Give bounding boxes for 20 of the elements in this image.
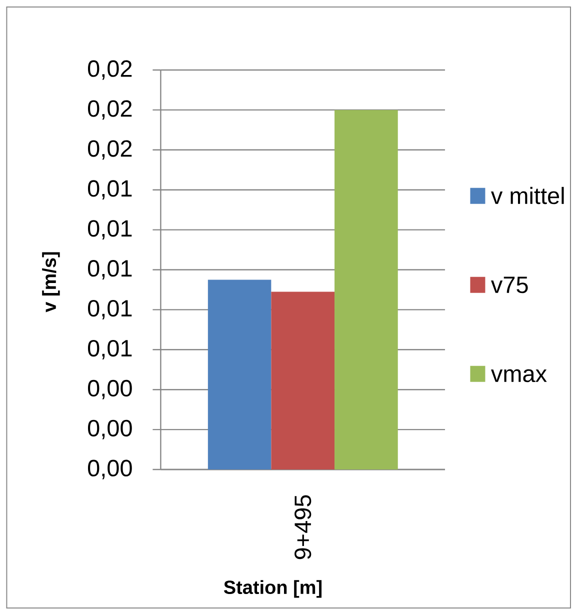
y-tick-label: 0,01 bbox=[88, 180, 132, 200]
y-tick-label: 0,00 bbox=[88, 420, 132, 440]
x-tick-label: 9+495 bbox=[294, 495, 312, 560]
legend-label: v75 bbox=[490, 276, 528, 294]
legend-label: vmax bbox=[490, 369, 547, 382]
y-tick-label: 0,01 bbox=[88, 300, 132, 320]
bar bbox=[208, 280, 272, 470]
legend-label: v mittel bbox=[490, 186, 564, 204]
y-tick-label: 0,00 bbox=[88, 460, 132, 480]
y-tick-label: 0,01 bbox=[88, 260, 132, 280]
y-axis-title: v [m/s] bbox=[42, 252, 60, 312]
y-tick-label: 0,02 bbox=[88, 100, 132, 120]
y-tick-label: 0,02 bbox=[88, 140, 132, 160]
y-tick-label: 0,02 bbox=[88, 60, 132, 80]
bar bbox=[334, 110, 398, 470]
y-tick-label: 0,00 bbox=[88, 380, 132, 400]
bar bbox=[271, 292, 335, 470]
y-tick-label: 0,01 bbox=[88, 220, 132, 240]
x-axis-title: Station [m] bbox=[224, 580, 322, 598]
y-tick-label: 0,01 bbox=[88, 340, 132, 360]
